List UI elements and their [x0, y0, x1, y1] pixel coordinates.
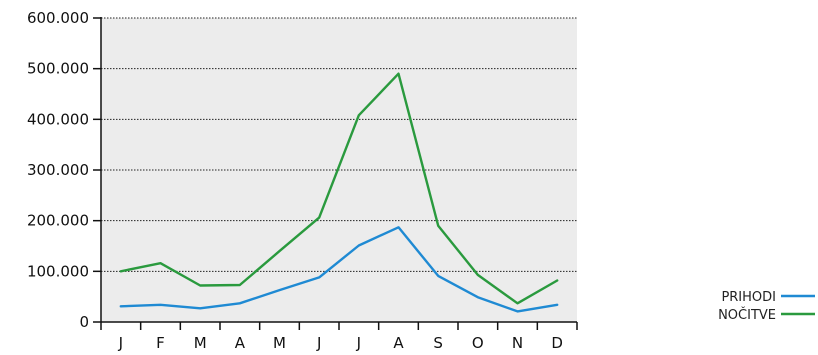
x-tick-label-1: F — [156, 334, 165, 352]
x-tick-label-10: N — [512, 334, 523, 352]
x-tick-label-3: A — [235, 334, 246, 352]
x-tick-label-4: M — [273, 334, 286, 352]
y-tick-label-4: 400.000 — [27, 110, 89, 128]
y-tick-label-6: 600.000 — [27, 9, 89, 27]
y-tick-label-5: 500.000 — [27, 60, 89, 78]
axes — [93, 17, 578, 330]
y-tick-label-0: 0 — [79, 313, 89, 331]
y-tick-labels: 0 100.000 200.000 300.000 400.000 500.000 600.… — [27, 9, 89, 331]
legend-label-0: PRIHODI — [721, 290, 776, 305]
gridlines — [101, 17, 577, 272]
x-tick-label-2: M — [194, 334, 207, 352]
x-tick-label-11: D — [551, 334, 563, 352]
y-tick-label-3: 300.000 — [27, 161, 89, 179]
x-tick-label-9: O — [472, 334, 484, 352]
series-lines — [119, 72, 559, 313]
x-tick-label-7: A — [393, 334, 404, 352]
y-tick-label-1: 100.000 — [27, 262, 89, 280]
series-line-1 — [119, 72, 559, 305]
legend: PRIHODI NOČITVE — [718, 290, 815, 323]
x-tick-label-5: J — [316, 334, 321, 352]
y-tick-label-2: 200.000 — [27, 212, 89, 230]
x-tick-label-8: S — [433, 334, 443, 352]
series-line-0 — [119, 226, 559, 313]
x-tick-label-6: J — [356, 334, 361, 352]
x-tick-label-0: J — [118, 334, 123, 352]
legend-label-1: NOČITVE — [718, 307, 776, 323]
